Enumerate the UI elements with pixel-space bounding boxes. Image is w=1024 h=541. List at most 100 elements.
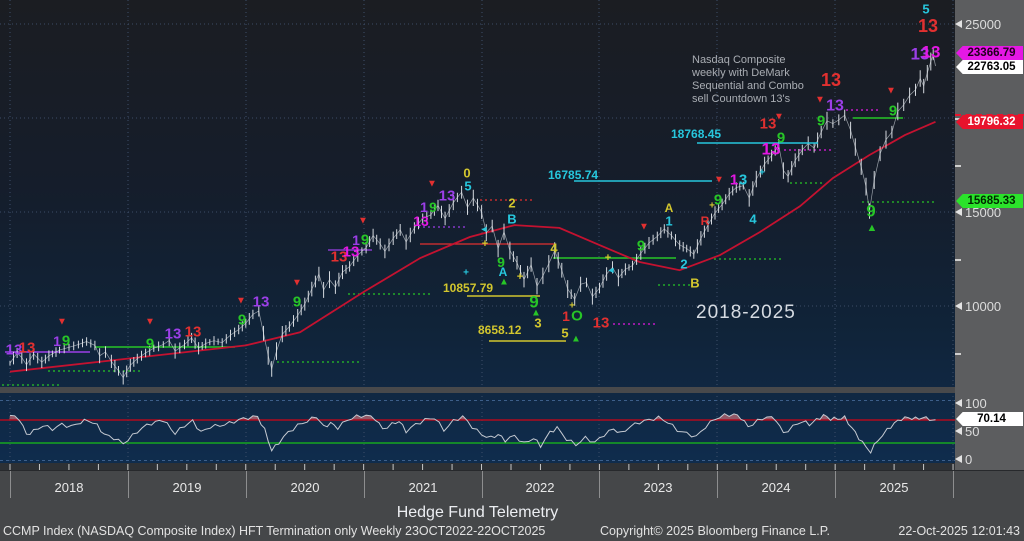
demark-mark: B: [507, 212, 516, 227]
price-series: [9, 49, 936, 385]
demark-mark: ▲: [571, 334, 581, 345]
price-badge-19796.32: 19796.32: [956, 115, 1023, 129]
demark-mark: 1: [352, 232, 360, 248]
bottom-band: 2018 2019 2020 2021 2022 2023 2024 2025 Hedge F…: [0, 470, 1024, 541]
demark-mark: 9: [429, 199, 437, 215]
axis-tick-10000: 10000: [955, 299, 1001, 314]
demark-mark: 9: [714, 192, 722, 209]
demark-mark: 0: [463, 166, 470, 181]
demark-mark: 3: [534, 316, 541, 331]
demark-mark: O: [571, 308, 583, 325]
demark-mark: 4: [749, 212, 757, 227]
demark-mark: 5: [464, 179, 471, 194]
level-label: 10857.79: [443, 281, 493, 295]
year-separator: [10, 471, 11, 498]
demark-mark: ▼: [358, 216, 368, 227]
year-label-2020: 2020: [290, 480, 320, 495]
demark-mark: 1: [420, 199, 428, 215]
demark-mark: ▲: [531, 308, 541, 319]
axis-tick-25000: 25000: [955, 16, 1002, 32]
demark-mark: ▼: [292, 278, 302, 289]
demark-mark: 9: [497, 254, 505, 270]
axis-tick-50: 50: [955, 423, 980, 439]
minor-tick: [955, 259, 961, 261]
demark-mark: 9: [361, 232, 369, 249]
demark-mark: 9: [777, 130, 785, 147]
demark-mark: 9: [146, 336, 154, 353]
year-label-2023: 2023: [643, 480, 673, 495]
axis-tick-15000: 15000: [955, 205, 1001, 220]
demark-mark: 1: [562, 308, 570, 324]
level-label: 16785.74: [548, 168, 598, 182]
demark-mark: ▼: [774, 112, 784, 123]
demark-mark: 13: [413, 213, 429, 229]
price-badge-23366.79: 23366.79: [956, 46, 1023, 60]
demark-mark: ▼: [427, 179, 437, 190]
demark-mark: +: [709, 201, 715, 212]
year-label-2025: 2025: [879, 480, 909, 495]
axis-tick-100: 100: [955, 396, 987, 411]
demark-mark: 9: [529, 293, 538, 312]
demark-mark: 9: [866, 202, 875, 221]
price-badge-22763.05: 22763.05: [956, 60, 1023, 74]
timestamp: 22-Oct-2025 12:01:43: [898, 524, 1020, 538]
demark-mark: 13: [19, 340, 36, 357]
demark-mark: A: [499, 265, 508, 279]
demark-mark: ▼: [145, 317, 155, 328]
axis-tick-0: 0: [955, 451, 973, 467]
demark-mark: 13: [185, 324, 202, 341]
year-separator: [364, 471, 365, 498]
level-label: 8658.12: [478, 323, 522, 337]
level-labels: 18768.45 16785.74 10857.79 8658.12: [443, 127, 818, 342]
tick-label: 0: [965, 451, 973, 467]
price-chart-area[interactable]: 18768.45 16785.74 10857.79 8658.12 13 13 ▼ 1 9 ▼ 9…: [0, 0, 955, 470]
demark-mark: ▼: [714, 175, 724, 186]
hedge-fund-telemetry-label: Hedge Fund Telemetry: [396, 504, 559, 521]
demark-mark: ▼: [57, 317, 67, 328]
demark-mark: 1: [665, 214, 672, 229]
demark-mark: ▲: [499, 277, 509, 288]
demark-mark: 13: [331, 249, 348, 266]
demark-mark: +: [605, 252, 611, 264]
year-label-2019: 2019: [172, 480, 202, 495]
tick-arrow-icon: [955, 455, 962, 463]
copyright-text: Copyright© 2025 Bloomberg Finance L.P.: [600, 524, 830, 538]
demark-mark: B: [690, 276, 699, 291]
demark-mark: 9: [637, 238, 645, 255]
minor-tick: [955, 353, 961, 355]
year-separator: [128, 471, 129, 498]
demark-mark: +: [517, 271, 523, 283]
tick-label: 25000: [965, 16, 1002, 32]
demark-mark: 13: [165, 326, 182, 343]
year-label-2021: 2021: [408, 480, 438, 495]
demark-mark: 9: [62, 333, 70, 350]
moving-average-line: [9, 120, 936, 373]
demark-mark: 13: [821, 70, 841, 90]
demark-mark: 13: [918, 16, 938, 36]
price-badge-15685.33: 15685.33: [956, 194, 1023, 208]
year-label-2024: 2024: [761, 480, 791, 495]
chart-background: [0, 0, 955, 463]
tick-arrow-icon: [955, 208, 962, 216]
year-separator: [953, 471, 954, 498]
security-description: CCMP Index (NASDAQ Composite Index) HFT …: [3, 524, 546, 538]
demark-mark: 13: [922, 43, 941, 62]
demark-mark: R: [701, 214, 710, 228]
year-label-2022: 2022: [525, 480, 555, 495]
price-axis[interactable]: 25000 15000 10000 100 50 0 23366.79 22763.05 197…: [955, 0, 1024, 470]
demark-mark: 2: [508, 196, 515, 211]
tick-label: 50: [965, 423, 980, 439]
panel-separator[interactable]: [0, 387, 955, 393]
demark-mark: 9: [889, 103, 897, 120]
demark-mark: 1: [730, 172, 738, 189]
year-separator: [599, 471, 600, 498]
demark-mark: ▼: [236, 296, 246, 307]
demark-mark: ▼: [815, 95, 825, 106]
demark-level-lines: [2, 109, 937, 386]
oscillator-panel: [0, 413, 955, 455]
demark-mark: 13: [760, 116, 777, 133]
demark-mark: ▼: [639, 222, 649, 233]
